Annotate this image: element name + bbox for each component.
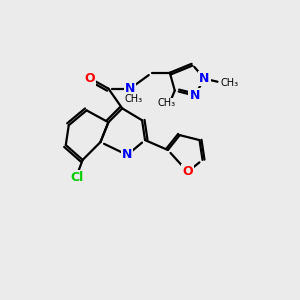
Text: CH₃: CH₃ [220, 78, 238, 88]
Text: O: O [84, 72, 95, 85]
Text: N: N [122, 148, 132, 161]
Text: CH₃: CH₃ [124, 94, 142, 104]
Text: N: N [189, 89, 200, 102]
Text: O: O [182, 165, 193, 178]
Text: CH₃: CH₃ [158, 98, 176, 108]
Text: Cl: Cl [70, 171, 83, 184]
Text: N: N [125, 82, 135, 95]
Text: N: N [199, 72, 210, 85]
